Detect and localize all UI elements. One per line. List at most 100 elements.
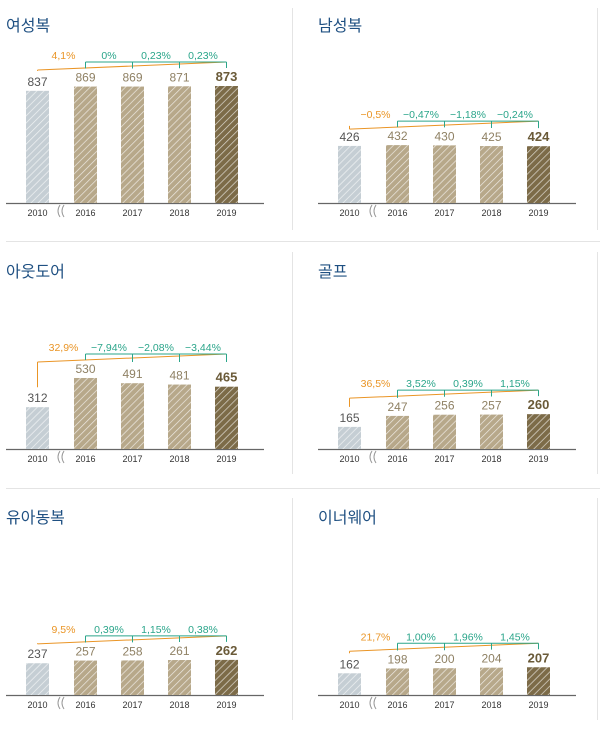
- bar-2017: [121, 86, 144, 203]
- value-label-2010: 312: [27, 391, 47, 405]
- bar-2016: [386, 145, 409, 203]
- change-label-2018-2019: 0,23%: [188, 50, 218, 62]
- bar-2017: [433, 668, 456, 695]
- tick-label-2019: 2019: [216, 700, 236, 710]
- value-label-2018: 425: [481, 130, 501, 144]
- tick-label-2010: 2010: [27, 700, 47, 710]
- bar-2010: [26, 90, 49, 203]
- bar-2019: [527, 146, 550, 203]
- chart-title: 남성복: [318, 18, 363, 35]
- value-label-2010: 837: [27, 75, 47, 89]
- bar-2018: [168, 86, 191, 203]
- bar-2018: [480, 146, 503, 203]
- tick-label-2018: 2018: [169, 208, 189, 218]
- row-divider-1: [6, 241, 600, 242]
- bar-2017: [121, 383, 144, 449]
- chart-panel-menswear: 남성복 426 2010 432 2016 430 2017 425 2018 424 2019 −0…: [312, 0, 600, 240]
- chart-panel-innerwear: 이너웨어 162 2010 198 2016 200 2017 204 2018 207 2019 2…: [312, 492, 600, 732]
- value-label-2018: 204: [481, 652, 501, 666]
- chart-svg: 426 2010 432 2016 430 2017 425 2018 424 2019 −0,5%…: [318, 109, 576, 218]
- tick-label-2010: 2010: [27, 208, 47, 218]
- value-label-2019: 207: [528, 650, 550, 665]
- change-label-2016-2017: −7,94%: [91, 342, 127, 354]
- change-label-2016-2017: −0,47%: [403, 109, 439, 121]
- bar-2018: [168, 384, 191, 449]
- tick-label-2016: 2016: [75, 208, 95, 218]
- chart-svg: 165 2010 247 2016 256 2017 257 2018 260 2019 36,5%…: [318, 378, 576, 464]
- value-label-2010: 426: [339, 130, 359, 144]
- value-label-2010: 162: [339, 657, 359, 671]
- value-label-2019: 424: [528, 129, 550, 144]
- right-divider-3: [597, 498, 598, 720]
- right-divider-2: [597, 252, 598, 474]
- tick-label-2010: 2010: [339, 208, 359, 218]
- bar-2010: [338, 426, 361, 449]
- tick-label-2010: 2010: [339, 454, 359, 464]
- bar-2010: [338, 145, 361, 203]
- right-divider-1: [597, 8, 598, 230]
- axis-break-mark: [373, 204, 377, 218]
- tick-label-2019: 2019: [216, 208, 236, 218]
- chart-title: 이너웨어: [318, 510, 377, 527]
- chart-svg: 837 2010 869 2016 869 2017 871 2018 873 2019 4,1% 0…: [6, 50, 264, 218]
- axis-break-mark: [373, 696, 377, 710]
- chart-svg: 312 2010 530 2016 491 2017 481 2018 465 2019 32,9%…: [6, 342, 264, 464]
- change-label-2018-2019: −3,44%: [185, 342, 221, 354]
- value-label-2019: 873: [216, 69, 238, 84]
- tick-label-2018: 2018: [169, 454, 189, 464]
- tick-label-2010: 2010: [339, 700, 359, 710]
- chart-panel-womenswear: 여성복 837 2010 869 2016 869 2017 871 2018 873 2019 4,…: [0, 0, 300, 240]
- change-label-2018-2019: 0,38%: [188, 624, 218, 636]
- change-label-2010-2016: 4,1%: [52, 50, 76, 62]
- value-label-2017: 200: [434, 652, 454, 666]
- change-label-2018-2019: 1,45%: [500, 631, 530, 643]
- bar-2018: [168, 660, 191, 695]
- change-label-2010-2016: 36,5%: [361, 378, 391, 390]
- value-label-2016: 432: [387, 129, 407, 143]
- axis-break-mark: [57, 450, 61, 464]
- bar-2019: [215, 659, 238, 695]
- bar-2016: [74, 660, 97, 695]
- tick-label-2019: 2019: [216, 454, 236, 464]
- tick-label-2017: 2017: [434, 454, 454, 464]
- change-label-2018-2019: −0,24%: [497, 109, 533, 121]
- tick-label-2018: 2018: [481, 700, 501, 710]
- tick-label-2017: 2017: [122, 454, 142, 464]
- value-label-2018: 481: [169, 369, 189, 383]
- change-label-2010-2016: 32,9%: [49, 342, 79, 354]
- column-divider-2: [292, 252, 293, 474]
- change-label-2016-2017: 3,52%: [406, 378, 436, 390]
- bar-2017: [433, 414, 456, 449]
- bar-2010: [338, 673, 361, 695]
- value-label-2016: 198: [387, 652, 407, 666]
- tick-label-2018: 2018: [481, 208, 501, 218]
- change-label-2010-2016: 21,7%: [361, 631, 391, 643]
- axis-break-mark: [57, 696, 61, 710]
- value-label-2017: 258: [122, 644, 142, 658]
- value-label-2018: 871: [169, 70, 189, 84]
- tick-label-2017: 2017: [434, 208, 454, 218]
- change-label-2017-2018: 1,96%: [453, 631, 483, 643]
- chart-title: 여성복: [6, 18, 51, 35]
- value-label-2010: 237: [27, 647, 47, 661]
- column-divider-3: [292, 498, 293, 720]
- bar-2017: [433, 145, 456, 203]
- bar-2018: [480, 667, 503, 695]
- tick-label-2016: 2016: [75, 454, 95, 464]
- value-label-2019: 465: [216, 370, 238, 385]
- chart-svg: 237 2010 257 2016 258 2017 261 2018 262 2019 9,5% 0…: [6, 624, 264, 710]
- tick-label-2010: 2010: [27, 454, 47, 464]
- chart-title: 아웃도어: [6, 264, 65, 281]
- tick-label-2019: 2019: [528, 700, 548, 710]
- bar-2018: [480, 414, 503, 449]
- tick-label-2017: 2017: [434, 700, 454, 710]
- change-label-2017-2018: 1,15%: [141, 624, 171, 636]
- change-label-2017-2018: 0,23%: [141, 50, 171, 62]
- change-label-2010-2016: 9,5%: [52, 624, 76, 636]
- tick-label-2018: 2018: [481, 454, 501, 464]
- tick-label-2019: 2019: [528, 454, 548, 464]
- bar-2016: [386, 668, 409, 695]
- change-label-2016-2017: 0,39%: [94, 624, 124, 636]
- value-label-2017: 256: [434, 399, 454, 413]
